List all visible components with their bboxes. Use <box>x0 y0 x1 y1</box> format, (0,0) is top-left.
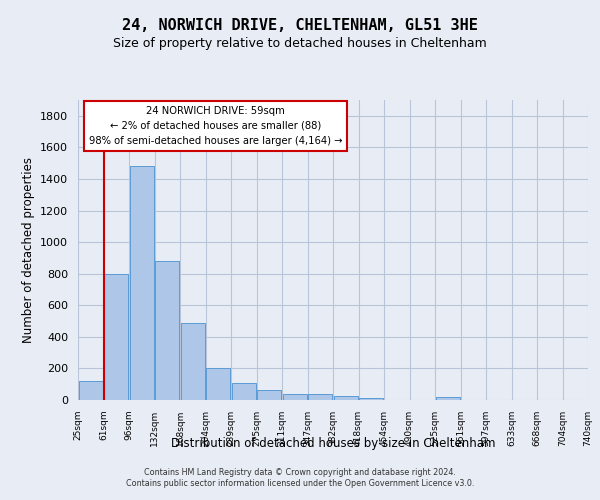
Bar <box>79 381 103 400</box>
Bar <box>359 398 383 400</box>
Bar <box>181 322 205 400</box>
Y-axis label: Number of detached properties: Number of detached properties <box>22 157 35 343</box>
Text: Distribution of detached houses by size in Cheltenham: Distribution of detached houses by size … <box>171 438 495 450</box>
Bar <box>206 368 230 400</box>
Bar <box>257 390 281 400</box>
Text: Contains HM Land Registry data © Crown copyright and database right 2024.
Contai: Contains HM Land Registry data © Crown c… <box>126 468 474 487</box>
Text: Size of property relative to detached houses in Cheltenham: Size of property relative to detached ho… <box>113 38 487 51</box>
Bar <box>232 384 256 400</box>
Bar <box>308 394 332 400</box>
Text: 24 NORWICH DRIVE: 59sqm
← 2% of detached houses are smaller (88)
98% of semi-det: 24 NORWICH DRIVE: 59sqm ← 2% of detached… <box>89 106 343 146</box>
Bar <box>130 166 154 400</box>
Bar <box>436 397 460 400</box>
Text: 24, NORWICH DRIVE, CHELTENHAM, GL51 3HE: 24, NORWICH DRIVE, CHELTENHAM, GL51 3HE <box>122 18 478 32</box>
Bar <box>283 394 307 400</box>
Bar <box>155 261 179 400</box>
Bar <box>104 274 128 400</box>
Bar <box>334 396 358 400</box>
